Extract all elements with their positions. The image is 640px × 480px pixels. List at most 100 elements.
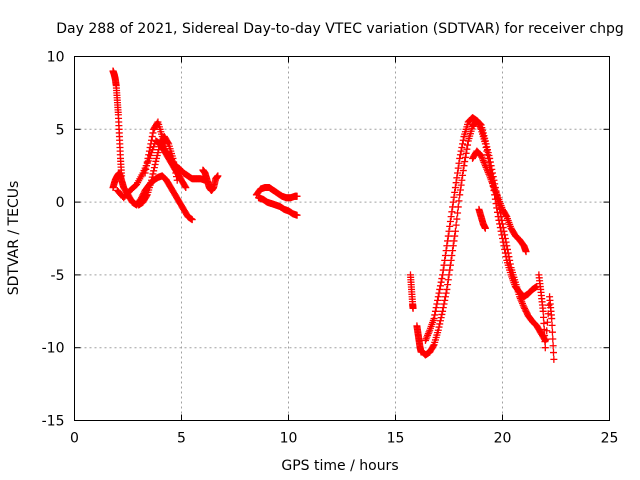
data-point (436, 317, 444, 325)
data-point (549, 342, 557, 350)
data-point (494, 213, 502, 221)
data-point (143, 158, 151, 166)
data-point (409, 304, 417, 312)
data-point (434, 293, 442, 301)
x-tick-label: 0 (70, 431, 79, 447)
data-point (446, 222, 454, 230)
series-pass-O (475, 205, 489, 232)
data-point (476, 124, 484, 132)
series-pass-G (252, 184, 301, 202)
data-point (459, 140, 467, 148)
data-point (484, 151, 492, 159)
data-point (543, 327, 551, 335)
x-tick-label: 15 (387, 431, 405, 447)
data-point (458, 176, 466, 184)
data-point (452, 179, 460, 187)
data-point (149, 170, 157, 178)
data-point (461, 158, 469, 166)
data-point (463, 145, 471, 153)
data-point (457, 181, 465, 189)
data-point (442, 289, 450, 297)
grid-lines (74, 56, 610, 421)
data-point (143, 192, 151, 200)
data-point (437, 314, 445, 322)
data-point (449, 203, 457, 211)
data-point (148, 173, 156, 181)
data-point (550, 349, 558, 357)
data-point (437, 278, 445, 286)
x-axis-label: GPS time / hours (281, 458, 398, 474)
data-points (109, 67, 558, 363)
data-point (439, 271, 447, 279)
data-point (430, 315, 438, 323)
data-point (148, 176, 156, 184)
y-tick-label: -15 (42, 414, 65, 430)
x-tick-label: 10 (280, 431, 298, 447)
data-point (456, 186, 464, 194)
x-tick-label: 25 (601, 431, 619, 447)
data-point (449, 198, 457, 206)
data-point (548, 315, 556, 323)
data-point (459, 167, 467, 175)
plot-frame (74, 56, 610, 421)
data-point (293, 211, 301, 219)
y-tick-label: 5 (56, 122, 65, 138)
data-point (455, 197, 463, 205)
data-point (434, 326, 442, 334)
data-point (442, 247, 450, 255)
series-pass-H (255, 194, 301, 219)
data-point (447, 256, 455, 264)
series-pass-K (421, 114, 541, 344)
data-point (548, 328, 556, 336)
series-pass-L (469, 147, 530, 256)
data-point (433, 300, 441, 308)
data-point (446, 218, 454, 226)
data-point (459, 171, 467, 179)
data-point (445, 271, 453, 279)
data-point (444, 276, 452, 284)
data-point (441, 293, 449, 301)
y-tick-label: 10 (47, 50, 65, 66)
data-point (448, 208, 456, 216)
data-point (444, 281, 452, 289)
data-point (181, 182, 189, 190)
data-point (164, 139, 172, 147)
data-point (496, 224, 504, 232)
data-point (457, 147, 465, 155)
data-point (439, 304, 447, 312)
data-point (150, 167, 158, 175)
data-point (151, 160, 159, 168)
series-pass-F (199, 166, 222, 194)
data-point (436, 285, 444, 293)
data-point (446, 266, 454, 274)
data-point (142, 165, 150, 173)
data-point (453, 174, 461, 182)
data-point (451, 227, 459, 235)
data-point (540, 313, 548, 321)
data-point (462, 149, 470, 157)
data-point (448, 251, 456, 259)
chart-title: Day 288 of 2021, Sidereal Day-to-day VTE… (56, 21, 624, 37)
data-point (453, 215, 461, 223)
data-point (438, 275, 446, 283)
data-point (499, 238, 507, 246)
data-point (417, 348, 425, 356)
data-point (454, 169, 462, 177)
data-point (141, 169, 149, 177)
series-pass-A (109, 67, 126, 180)
data-point (146, 144, 154, 151)
data-point (440, 261, 448, 269)
data-point (481, 224, 489, 232)
data-point (451, 232, 459, 240)
data-point (439, 307, 447, 315)
data-point (434, 296, 442, 304)
data-point (451, 184, 459, 192)
data-point (431, 307, 439, 315)
data-point (495, 216, 503, 224)
data-point (447, 213, 455, 221)
data-point (498, 231, 506, 239)
data-point (153, 119, 161, 127)
data-point (145, 147, 153, 155)
series-pass-N (535, 271, 558, 363)
